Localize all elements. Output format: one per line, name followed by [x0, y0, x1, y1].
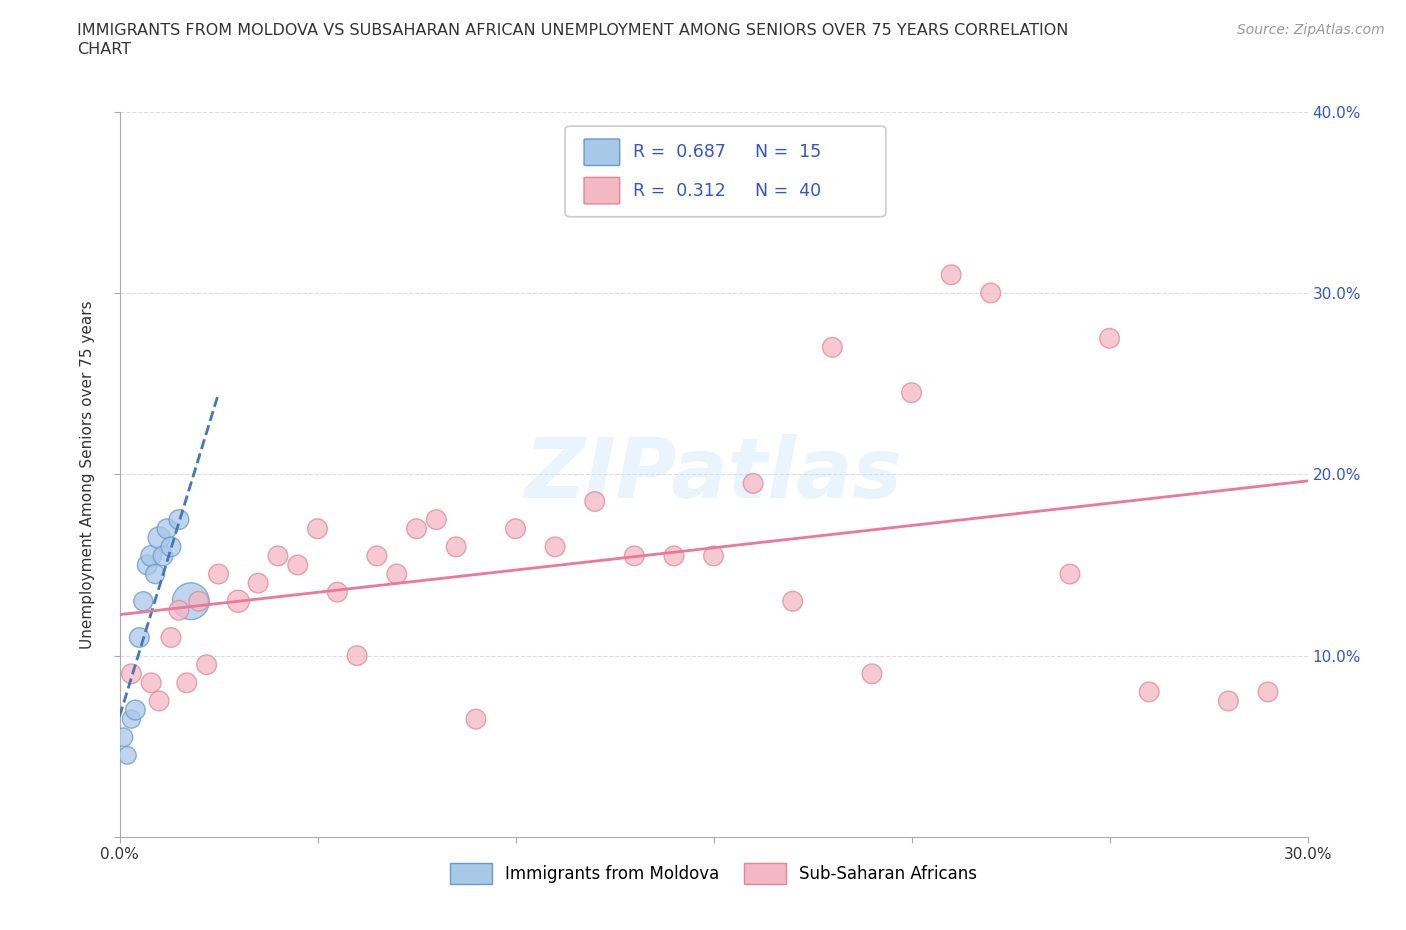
Point	[120, 711, 142, 726]
Point	[160, 631, 183, 645]
Point	[782, 594, 804, 609]
Point	[623, 549, 645, 564]
Point	[124, 703, 146, 718]
Point	[180, 594, 202, 609]
Point	[900, 385, 922, 400]
Point	[860, 667, 883, 682]
Point	[366, 549, 388, 564]
Point	[120, 667, 142, 682]
Point	[128, 631, 150, 645]
Point	[1098, 331, 1121, 346]
Point	[141, 549, 163, 564]
Point	[228, 594, 250, 609]
Point	[176, 675, 198, 690]
Point	[742, 476, 765, 491]
Point	[143, 566, 166, 581]
Text: R =  0.687: R = 0.687	[633, 143, 725, 161]
Point	[326, 585, 349, 600]
Point	[287, 558, 309, 573]
Point	[941, 268, 963, 283]
Point	[160, 539, 183, 554]
Point	[247, 576, 270, 591]
Text: IMMIGRANTS FROM MOLDOVA VS SUBSAHARAN AFRICAN UNEMPLOYMENT AMONG SENIORS OVER 75: IMMIGRANTS FROM MOLDOVA VS SUBSAHARAN AF…	[77, 23, 1069, 38]
Text: N =  15: N = 15	[755, 143, 821, 161]
Point	[136, 558, 159, 573]
Point	[156, 521, 179, 536]
Point	[267, 549, 290, 564]
Text: CHART: CHART	[77, 42, 131, 57]
Point	[117, 748, 139, 763]
Point	[1218, 694, 1240, 709]
Point	[148, 530, 170, 545]
Point	[385, 566, 408, 581]
Point	[132, 594, 155, 609]
Text: R =  0.312: R = 0.312	[633, 181, 725, 200]
Point	[195, 658, 218, 672]
Point	[821, 340, 844, 355]
Text: ZIPatlas: ZIPatlas	[524, 433, 903, 515]
Point	[167, 512, 190, 527]
Point	[207, 566, 229, 581]
FancyBboxPatch shape	[583, 178, 620, 204]
Point	[1257, 684, 1279, 699]
Point	[148, 694, 170, 709]
FancyBboxPatch shape	[565, 126, 886, 217]
Point	[703, 549, 725, 564]
Point	[444, 539, 467, 554]
Point	[405, 521, 427, 536]
Point	[544, 539, 567, 554]
Point	[1059, 566, 1081, 581]
Text: N =  40: N = 40	[755, 181, 821, 200]
Text: Source: ZipAtlas.com: Source: ZipAtlas.com	[1237, 23, 1385, 37]
Point	[1137, 684, 1160, 699]
Point	[141, 675, 163, 690]
Point	[583, 494, 606, 509]
Point	[464, 711, 488, 726]
Y-axis label: Unemployment Among Seniors over 75 years: Unemployment Among Seniors over 75 years	[80, 300, 96, 648]
Point	[346, 648, 368, 663]
Point	[307, 521, 329, 536]
Point	[980, 286, 1002, 300]
FancyBboxPatch shape	[583, 139, 620, 166]
Point	[662, 549, 685, 564]
Point	[425, 512, 447, 527]
Point	[167, 603, 190, 618]
Legend: Immigrants from Moldova, Sub-Saharan Africans: Immigrants from Moldova, Sub-Saharan Afr…	[443, 857, 984, 890]
Point	[112, 730, 135, 745]
Point	[505, 521, 527, 536]
Point	[152, 549, 174, 564]
Point	[187, 594, 209, 609]
